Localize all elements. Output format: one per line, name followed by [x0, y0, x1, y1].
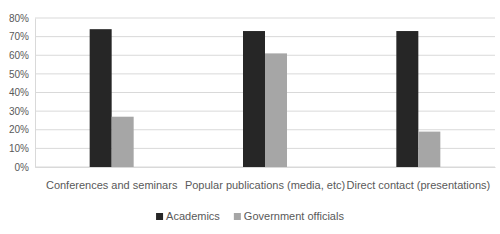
y-tick: 10% — [9, 143, 35, 154]
legend-item: Government officials — [234, 210, 345, 222]
y-tick: 20% — [9, 124, 35, 135]
y-tick-label: 80% — [9, 13, 29, 24]
y-tick-label: 40% — [9, 87, 29, 98]
legend-label: Government officials — [244, 210, 345, 222]
bar — [243, 31, 265, 167]
bar — [418, 132, 440, 167]
y-axis-line — [35, 19, 36, 168]
y-tick-label: 0% — [15, 162, 30, 173]
legend-swatch — [234, 213, 241, 220]
y-tick-label: 60% — [9, 50, 29, 61]
x-tick: Conferences and seminars — [46, 167, 178, 191]
y-tick: 30% — [9, 106, 35, 117]
y-tick: 50% — [9, 69, 35, 80]
x-tick: Popular publications (media, etc) — [185, 167, 345, 191]
y-tick: 80% — [9, 13, 35, 24]
y-tick-label: 10% — [9, 143, 29, 154]
legend-label: Academics — [166, 210, 220, 222]
legend-swatch — [156, 213, 163, 220]
x-axis: Conferences and seminars Popular publicat… — [36, 167, 496, 191]
plot: 0% 10% 20% 30% 40% 50% 60% 70% 80% Conferences an… — [9, 13, 496, 191]
y-tick-label: 50% — [9, 69, 29, 80]
y-tick-label: 30% — [9, 106, 29, 117]
x-tick-label: Direct contact (presentations) — [346, 179, 490, 191]
y-tick-label: 20% — [9, 124, 29, 135]
y-tick: 70% — [9, 31, 35, 42]
chart: 0% 10% 20% 30% 40% 50% 60% 70% 80% Conferences an… — [0, 0, 500, 234]
grid-line — [35, 18, 495, 19]
x-tick-label: Conferences and seminars — [46, 179, 178, 191]
x-tick: Direct contact (presentations) — [346, 167, 490, 191]
x-axis-line — [36, 167, 496, 168]
y-tick-label: 70% — [9, 31, 29, 42]
grid — [35, 18, 495, 167]
y-axis: 0% 10% 20% 30% 40% 50% 60% 70% 80% — [9, 13, 36, 173]
x-tick-label: Popular publications (media, etc) — [185, 179, 345, 191]
y-tick: 60% — [9, 50, 35, 61]
y-tick: 0% — [15, 162, 35, 173]
bar — [396, 31, 418, 167]
bar — [265, 53, 287, 167]
legend-item: Academics — [156, 210, 220, 222]
legend: Academics Government officials — [156, 210, 344, 222]
bar — [90, 29, 112, 167]
bars — [90, 29, 441, 167]
bar — [112, 117, 134, 167]
y-tick: 40% — [9, 87, 35, 98]
